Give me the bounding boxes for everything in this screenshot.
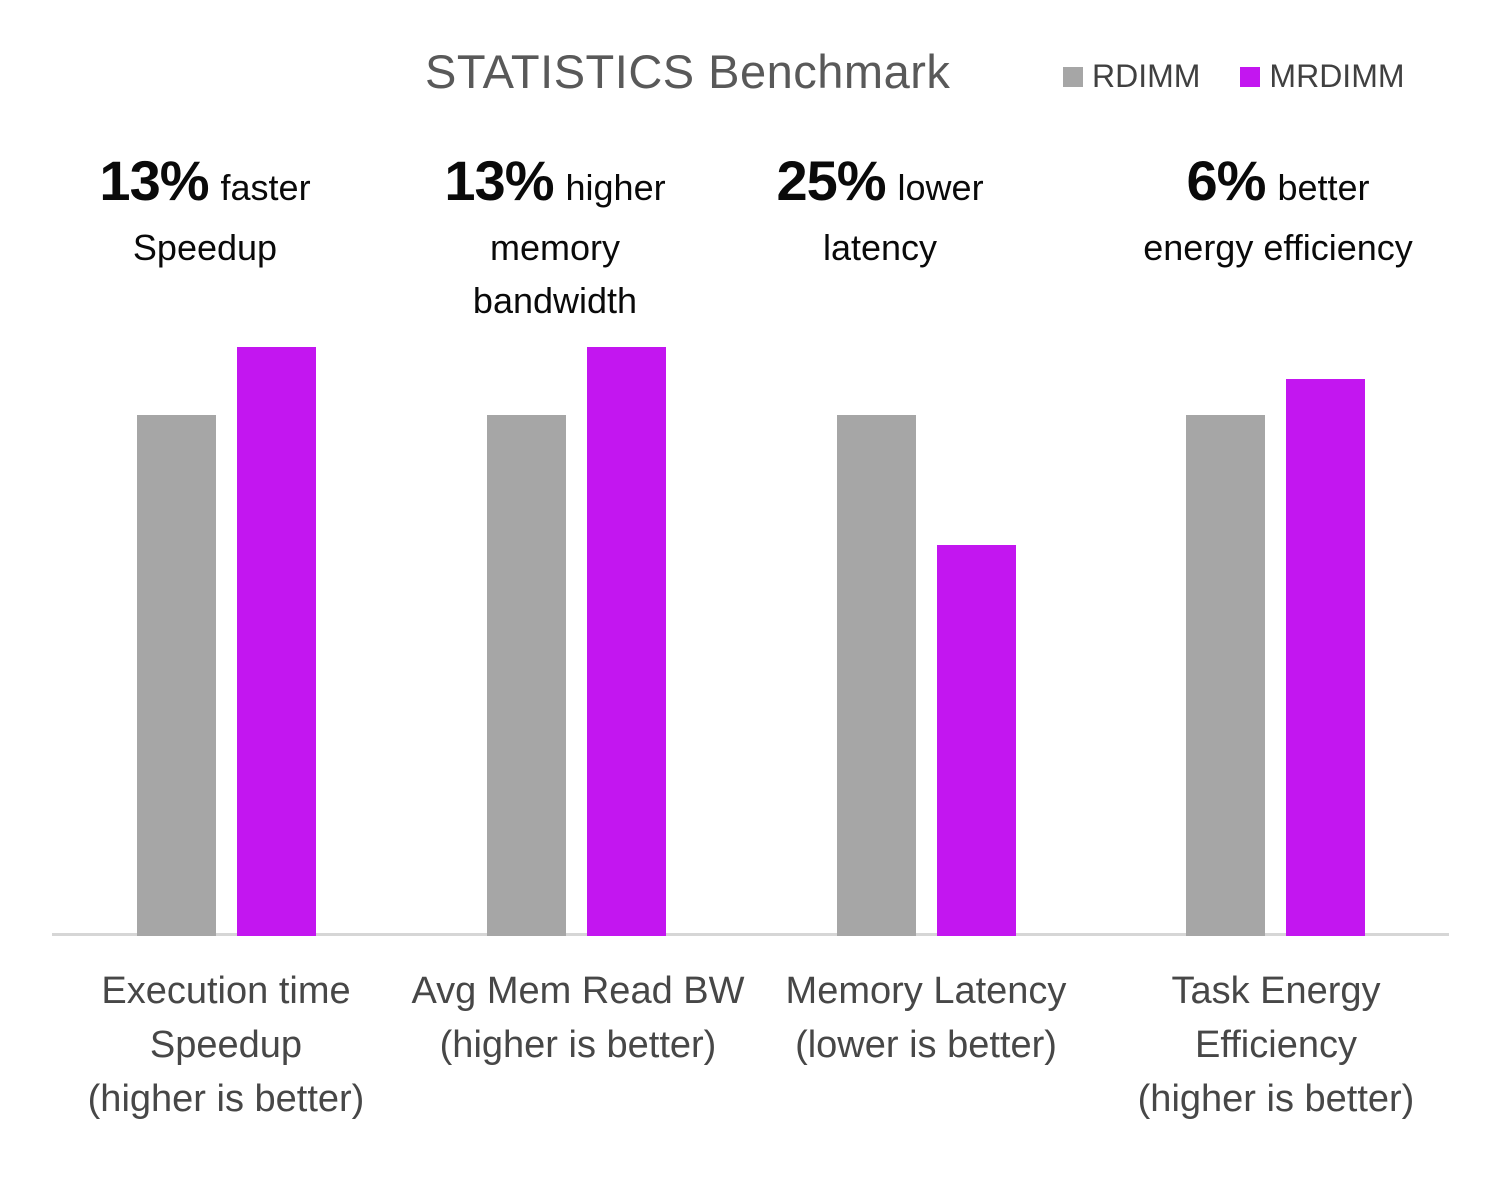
annotation-detail: memory bandwidth: [472, 227, 638, 321]
annotation-percent: 6%: [1186, 149, 1267, 212]
chart-title: STATISTICS Benchmark: [425, 45, 951, 98]
annotation-detail: Speedup: [132, 227, 278, 268]
bar-group-bandwidth: [487, 347, 666, 936]
mrdimm-color-swatch-icon: [1240, 66, 1261, 87]
category-label-energy: Task Energy Efficiency (higher is better…: [1137, 970, 1415, 1120]
legend-item-mrdimm: MRDIMM: [1240, 58, 1405, 95]
bar-group-speedup: [137, 347, 316, 936]
category-label-bandwidth: Avg Mem Read BW (higher is better): [411, 970, 745, 1066]
annotation-headline: 6% better: [1078, 148, 1478, 213]
annotation-qualifier: higher: [565, 167, 666, 208]
legend: RDIMM MRDIMM: [1063, 58, 1405, 95]
legend-label-mrdimm: MRDIMM: [1269, 58, 1405, 94]
category-label-latency: Memory Latency (lower is better): [785, 970, 1067, 1066]
bar-group-latency: [837, 415, 1016, 936]
annotation-qualifier: faster: [220, 167, 311, 208]
bar-rdimm: [1186, 415, 1265, 936]
legend-label-rdimm: RDIMM: [1092, 58, 1201, 94]
bar-mrdimm: [937, 545, 1016, 936]
annotation-speedup: 13% faster Speedup: [5, 148, 405, 274]
annotation-detail: energy efficiency: [1143, 227, 1413, 268]
annotation-qualifier: better: [1277, 167, 1370, 208]
bar-group-energy: [1186, 379, 1365, 936]
bar-rdimm: [487, 415, 566, 936]
annotation-qualifier: lower: [897, 167, 984, 208]
legend-item-rdimm: RDIMM: [1063, 58, 1200, 95]
annotation-latency: 25% lower latency: [680, 148, 1080, 274]
bar-mrdimm: [237, 347, 316, 936]
annotation-energy: 6% better energy efficiency: [1078, 148, 1478, 274]
bar-mrdimm: [587, 347, 666, 936]
annotation-percent: 25%: [776, 149, 886, 212]
annotation-bandwidth: 13% higher memory bandwidth: [355, 148, 755, 327]
rdimm-color-swatch-icon: [1063, 66, 1083, 87]
annotation-percent: 13%: [444, 149, 554, 212]
annotation-percent: 13%: [99, 149, 209, 212]
bar-rdimm: [137, 415, 216, 936]
annotation-headline: 25% lower: [680, 148, 1080, 213]
annotation-detail: latency: [822, 227, 938, 268]
category-label-speedup: Execution time Speedup (higher is better…: [87, 970, 365, 1120]
annotation-headline: 13% faster: [5, 148, 405, 213]
bar-mrdimm: [1286, 379, 1365, 936]
x-axis-line: [52, 933, 1449, 936]
annotation-headline: 13% higher: [355, 148, 755, 213]
bar-rdimm: [837, 415, 916, 936]
